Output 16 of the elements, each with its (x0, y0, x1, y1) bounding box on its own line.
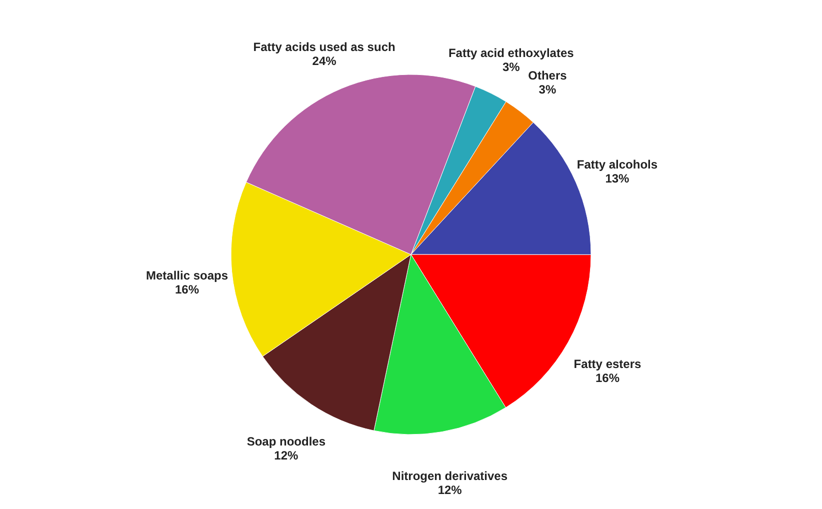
data-label: 16% (174, 282, 200, 297)
slice-label: Fatty alcohols (576, 158, 658, 172)
data-label: 13% (605, 172, 630, 186)
data-label: 16% (595, 371, 620, 386)
data-label: 12% (438, 483, 462, 498)
data-label: 3% (538, 82, 556, 97)
slice-label: Fatty acid ethoxylates (448, 46, 574, 60)
data-label: 3% (502, 60, 520, 74)
data-label: 24% (312, 54, 337, 68)
slice-label: Fatty acids used as such (253, 40, 396, 54)
slice-label: Metallic soaps (146, 268, 228, 283)
slice-label: Nitrogen derivatives (392, 469, 508, 484)
slice-label: Others (528, 68, 568, 83)
data-label: 12% (274, 448, 298, 463)
slice-label: Fatty esters (574, 357, 642, 372)
slice-label: Soap noodles (246, 434, 326, 449)
